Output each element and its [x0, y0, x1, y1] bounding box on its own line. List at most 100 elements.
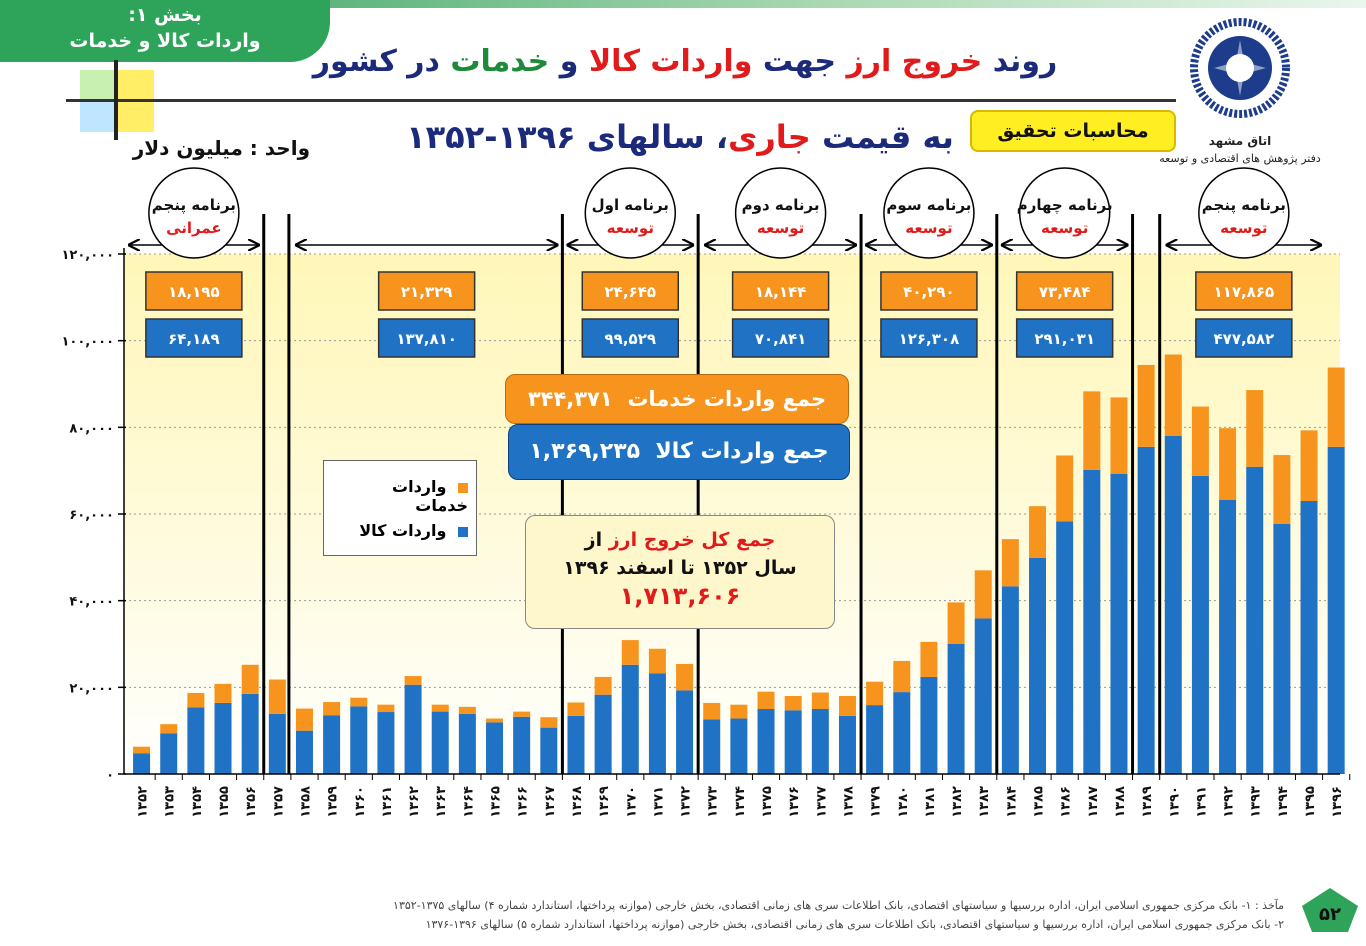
plan-goods-value: ۱۳۷,۸۱۰: [396, 330, 457, 348]
total-all-value: ۱,۷۱۳,۶۰۶: [619, 582, 741, 610]
logo-dept: دفتر پژوهش های اقتصادی و توسعه: [1159, 152, 1321, 165]
legend-swatch-services: [458, 482, 468, 493]
bar-goods: [1083, 469, 1101, 774]
total-goods-value: ۱,۳۶۹,۲۳۵: [529, 439, 641, 464]
unit-label: واحد : میلیون دلار: [132, 136, 310, 160]
bar-services: [1164, 354, 1182, 436]
y-tick-label: ۱۰۰,۰۰۰: [61, 335, 114, 350]
x-tick-label: ۱۳۶۵: [489, 786, 504, 818]
total-goods-label: جمع واردات کالا: [655, 439, 829, 464]
bar-goods: [133, 753, 151, 774]
x-tick-label: ۱۳۹۲: [1222, 786, 1237, 818]
bar-services: [676, 663, 694, 691]
bar-goods: [1056, 521, 1074, 774]
bar-goods: [187, 707, 205, 774]
plan-goods-value: ۲۹۱,۰۳۱: [1034, 330, 1095, 348]
x-tick-label: ۱۳۷۴: [733, 786, 748, 818]
x-tick-label: ۱۳۹۴: [1276, 786, 1291, 818]
title-part: جهت: [752, 44, 847, 79]
section-tab: بخش ۱: واردات کالا و خدمات: [0, 0, 330, 62]
bar-goods: [540, 727, 558, 774]
x-tick-label: ۱۳۷۳: [706, 786, 721, 818]
bar-services: [1273, 455, 1291, 524]
chart-subtitle: به قیمت جاری، سالهای ۱۳۹۶-۱۳۵۲: [400, 118, 960, 156]
bar-goods: [703, 719, 721, 774]
x-tick-label: ۱۳۸۰: [896, 786, 911, 818]
bar-services: [323, 702, 341, 716]
bar-services: [1056, 455, 1074, 522]
total-all-label: جمع کل خروج ارز: [608, 529, 776, 551]
plan-type: توسعه: [757, 219, 804, 237]
bar-goods: [1191, 475, 1209, 774]
title-part: و: [549, 44, 589, 79]
bar-goods: [1001, 586, 1019, 774]
bar-services: [1191, 406, 1209, 476]
x-tick-label: ۱۳۶۴: [461, 786, 476, 818]
legend-swatch-goods: [458, 526, 468, 537]
source-footnote: مآخذ : ۱- بانک مرکزی جمهوری اسلامی ایران…: [300, 896, 1284, 934]
total-services-value: ۳۴۴,۳۷۱: [527, 387, 613, 411]
decor-vertical-line: [114, 60, 118, 140]
legend-item-services: واردات خدمات: [334, 477, 468, 515]
plan-type: توسعه: [905, 219, 952, 237]
bar-services: [540, 717, 558, 728]
x-tick-label: ۱۳۷۸: [841, 786, 856, 818]
bar-services: [1219, 428, 1237, 500]
bar-services: [1001, 539, 1019, 587]
bar-services: [214, 683, 232, 703]
y-tick-label: ۶۰,۰۰۰: [69, 508, 114, 523]
x-tick-label: ۱۳۹۰: [1167, 786, 1182, 818]
bar-goods: [431, 711, 449, 774]
bar-goods: [784, 710, 802, 774]
plan-goods-value: ۶۴,۱۸۹: [168, 330, 219, 348]
bar-goods: [947, 644, 965, 774]
plan-circle: [1198, 167, 1290, 259]
decor-square-green: [80, 70, 118, 102]
x-tick-label: ۱۳۶۱: [380, 786, 395, 818]
bar-services: [1246, 390, 1264, 467]
bar-services: [133, 746, 151, 754]
bar-goods: [377, 712, 395, 774]
total-services-label: جمع واردات خدمات: [627, 387, 827, 411]
section-tab-line2: واردات کالا و خدمات: [69, 30, 261, 52]
plan-goods-box: [731, 318, 830, 358]
bar-services: [241, 664, 259, 694]
title-part: در کشور: [312, 44, 451, 79]
bar-goods: [404, 684, 422, 774]
chart-legend: واردات خدمات واردات کالا: [323, 460, 477, 556]
plan-goods-box: [581, 318, 680, 358]
bar-goods: [1029, 557, 1047, 774]
bar-services: [513, 711, 531, 717]
plan-circle: [734, 167, 827, 259]
title-part: روند: [982, 44, 1058, 79]
total-services-callout: جمع واردات خدمات ۳۴۴,۳۷۱: [505, 374, 849, 424]
plan-goods-box: [880, 318, 978, 358]
total-outflow-callout: جمع کل خروج ارز از سال ۱۳۵۲ تا اسفند ۱۳۹…: [525, 515, 835, 629]
bar-services: [811, 692, 829, 709]
x-tick-label: ۱۳۶۰: [353, 786, 368, 818]
plan-services-box: [145, 271, 243, 311]
logo-name: اتاق مشهد: [1208, 134, 1272, 148]
x-tick-label: ۱۳۸۳: [977, 786, 992, 818]
x-tick-label: ۱۳۶۲: [407, 786, 422, 818]
bar-goods: [594, 694, 612, 774]
plan-type: توسعه: [1220, 219, 1267, 237]
bar-services: [1327, 367, 1345, 447]
plan-services-value: ۲۴,۶۴۵: [605, 283, 656, 301]
x-tick-label: ۱۳۸۶: [1059, 786, 1074, 818]
bar-services: [621, 640, 639, 665]
bar-services: [784, 696, 802, 711]
plan-name: برنامه پنجم: [152, 196, 236, 215]
page-number-badge: ۵۲: [1302, 888, 1358, 932]
bar-goods: [486, 722, 504, 774]
header-divider: [66, 99, 1176, 102]
plan-name: برنامه پنجم: [1202, 196, 1286, 215]
bar-services: [1300, 430, 1318, 501]
plan-services-box: [731, 271, 830, 311]
bar-services: [920, 641, 938, 677]
x-tick-label: ۱۳۷۹: [869, 786, 884, 818]
bar-services: [350, 697, 368, 707]
bar-goods: [323, 715, 341, 774]
legend-label-services: واردات خدمات: [392, 477, 468, 515]
